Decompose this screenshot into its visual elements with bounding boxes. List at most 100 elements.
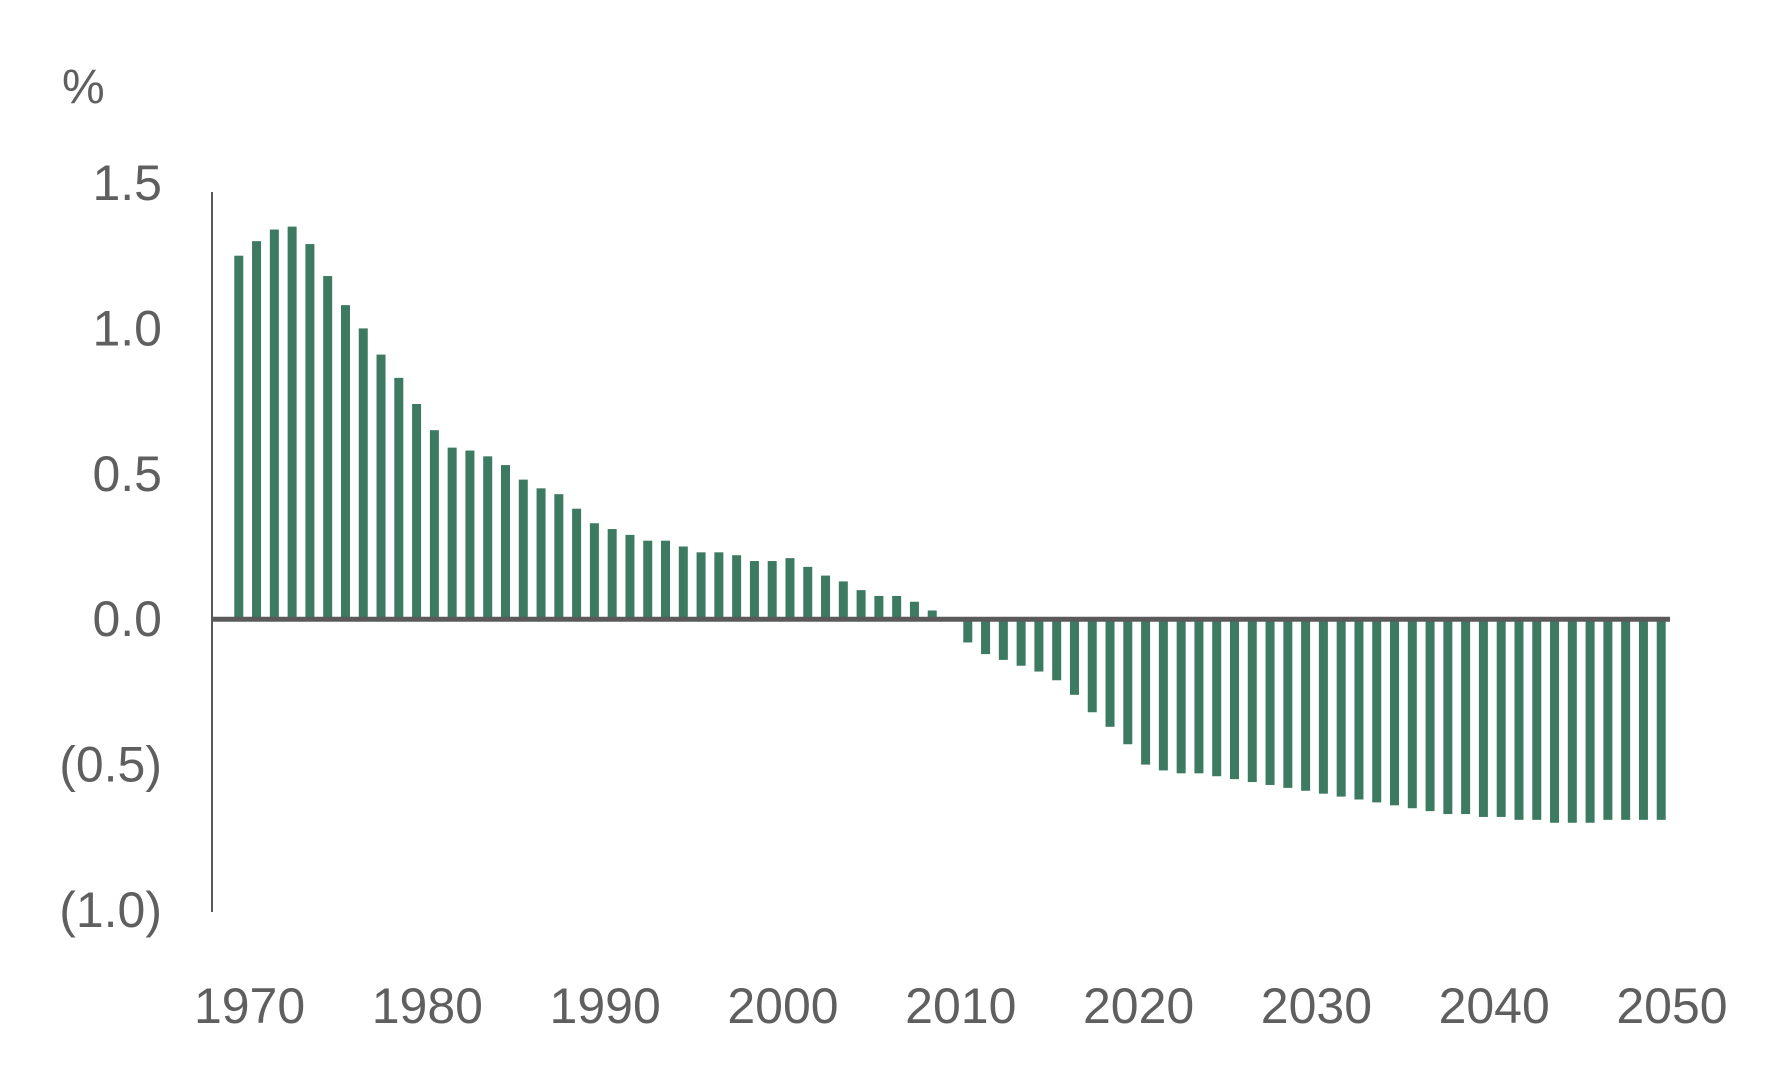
bar-2026: [1247, 619, 1257, 783]
bar-1998: [749, 561, 759, 620]
bar-2013: [1016, 619, 1026, 666]
bar-2019: [1123, 619, 1133, 745]
bar-2041: [1514, 619, 1524, 820]
bar-2008: [927, 610, 937, 620]
y-tick-labels: 1.5 1.0 0.5 0.0 (0.5) (1.0): [59, 155, 162, 938]
bar-1980: [429, 430, 439, 620]
bar-2042: [1532, 619, 1542, 820]
y-tick-label: 0.5: [92, 446, 162, 502]
bars-group: [234, 226, 1666, 823]
bar-2016: [1069, 619, 1079, 695]
bar-2043: [1550, 619, 1560, 823]
bar-2012: [998, 619, 1008, 660]
bar-2029: [1301, 619, 1311, 791]
bar-2005: [874, 595, 884, 620]
bar-2010: [963, 619, 973, 643]
bar-2046: [1603, 619, 1613, 820]
bar-1986: [536, 488, 546, 620]
bar-2038: [1461, 619, 1471, 815]
bar-2049: [1656, 619, 1666, 820]
bar-2014: [1034, 619, 1044, 672]
bar-2034: [1390, 619, 1400, 806]
bar-2044: [1567, 619, 1577, 823]
bar-1979: [412, 404, 422, 620]
bar-2007: [909, 601, 919, 620]
x-tick-label: 2010: [905, 978, 1016, 1034]
y-tick-label: (0.5): [59, 737, 162, 793]
bar-1993: [661, 540, 671, 620]
bar-2002: [821, 575, 831, 620]
bar-1996: [714, 552, 724, 620]
bar-1974: [323, 276, 333, 620]
bar-2030: [1318, 619, 1328, 794]
x-tick-label: 2050: [1616, 978, 1727, 1034]
x-tick-label: 1990: [550, 978, 661, 1034]
bar-1985: [518, 479, 528, 620]
bar-1995: [696, 552, 706, 620]
bar-1973: [305, 244, 315, 620]
bar-2003: [838, 581, 848, 620]
y-axis-unit-label: %: [62, 61, 105, 114]
bar-2000: [785, 558, 795, 620]
x-tick-labels: 1970 1980 1990 2000 2010 2020 2030 2040 2050: [194, 978, 1728, 1034]
bar-1971: [269, 229, 279, 620]
bar-1984: [500, 465, 510, 620]
bar-2045: [1585, 619, 1595, 823]
bar-2037: [1443, 619, 1453, 815]
bar-1969: [234, 255, 244, 620]
bar-2017: [1087, 619, 1097, 713]
bar-1975: [340, 305, 350, 620]
bar-1983: [483, 456, 493, 620]
x-tick-label: 2020: [1083, 978, 1194, 1034]
bar-1999: [767, 561, 777, 620]
y-tick-label: (1.0): [59, 882, 162, 938]
bar-2006: [892, 595, 902, 620]
x-tick-label: 2040: [1439, 978, 1550, 1034]
axes-group: [211, 192, 1670, 912]
bar-2027: [1265, 619, 1275, 785]
bar-1991: [625, 534, 635, 620]
bar-2031: [1336, 619, 1346, 797]
bar-1987: [554, 494, 564, 620]
bar-1989: [589, 523, 599, 620]
bar-1970: [252, 241, 262, 620]
bar-2015: [1052, 619, 1062, 681]
bar-1982: [465, 450, 475, 620]
x-tick-label: 2000: [727, 978, 838, 1034]
bar-1976: [358, 328, 368, 620]
bar-2036: [1425, 619, 1435, 812]
bar-2047: [1621, 619, 1631, 820]
bar-2025: [1229, 619, 1239, 780]
bar-1972: [287, 226, 297, 620]
bar-2004: [856, 590, 866, 620]
bar-2022: [1176, 619, 1186, 774]
bar-2024: [1212, 619, 1222, 777]
bar-1978: [394, 377, 404, 620]
bar-1988: [572, 508, 582, 620]
bar-2028: [1283, 619, 1293, 788]
bar-1981: [447, 447, 457, 620]
x-tick-label: 1980: [372, 978, 483, 1034]
bar-1994: [678, 546, 688, 620]
x-tick-label: 1970: [194, 978, 305, 1034]
bar-2033: [1372, 619, 1382, 803]
bar-1990: [607, 529, 617, 620]
bar-2001: [803, 566, 813, 620]
bar-2048: [1638, 619, 1648, 820]
bar-2020: [1141, 619, 1151, 765]
y-tick-label: 1.0: [92, 300, 162, 356]
bar-2035: [1407, 619, 1417, 809]
bar-2040: [1496, 619, 1506, 817]
y-tick-label: 1.5: [92, 155, 162, 211]
bar-2032: [1354, 619, 1364, 800]
bar-2018: [1105, 619, 1115, 727]
bar-1997: [732, 555, 742, 620]
bar-1992: [643, 540, 653, 620]
bar-2023: [1194, 619, 1204, 774]
bar-1977: [376, 354, 386, 620]
bar-2039: [1478, 619, 1488, 817]
bar-2021: [1158, 619, 1168, 771]
bar-2011: [981, 619, 991, 655]
y-tick-label: 0.0: [92, 591, 162, 647]
